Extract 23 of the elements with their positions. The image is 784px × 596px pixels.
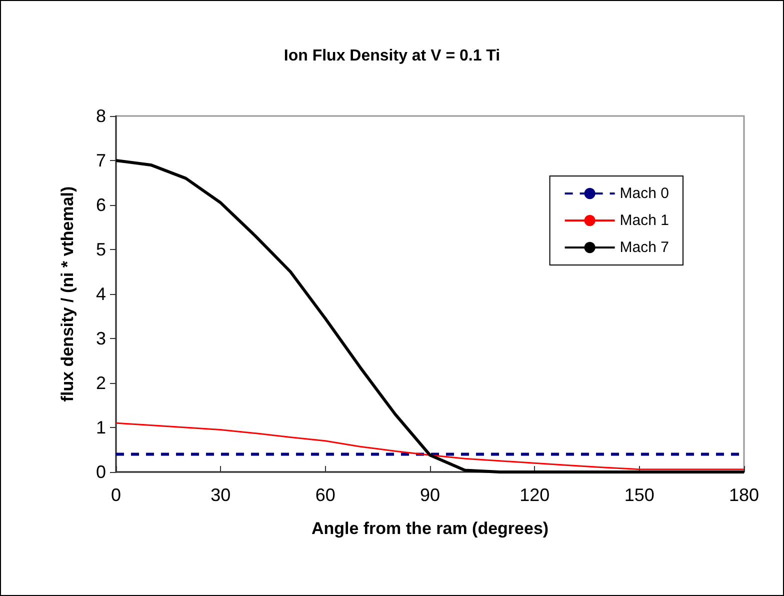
- y-tick-label: 1: [96, 418, 106, 438]
- y-tick-label: 0: [96, 462, 106, 482]
- line-series: [115, 422, 745, 470]
- x-tick-label: 150: [624, 485, 654, 505]
- y-tick-label: 2: [96, 373, 106, 393]
- x-tick-label: 120: [520, 485, 550, 505]
- chart-title: Ion Flux Density at V = 0.1 Ti: [284, 48, 500, 64]
- legend-label: Mach 0: [620, 185, 670, 202]
- legend-label: Mach 7: [620, 239, 670, 256]
- x-tick-label: 0: [110, 485, 122, 505]
- x-tick-label: 180: [728, 485, 760, 505]
- y-tick-label: 6: [96, 195, 106, 215]
- x-axis-title: Angle from the ram (degrees): [311, 519, 549, 538]
- y-tick-label: 7: [96, 150, 106, 170]
- y-tick-label: 5: [96, 240, 106, 260]
- y-tick-label: 3: [96, 328, 106, 348]
- x-tick-label: 30: [210, 485, 231, 505]
- y-tick-label: 8: [96, 106, 106, 126]
- x-tick-label: 60: [315, 485, 336, 505]
- x-tick-label: 90: [420, 485, 440, 505]
- y-axis-title: flux density / (ni * vthemal): [58, 186, 77, 402]
- y-tick-label: 4: [96, 284, 106, 304]
- legend-label: Mach 1: [620, 212, 670, 229]
